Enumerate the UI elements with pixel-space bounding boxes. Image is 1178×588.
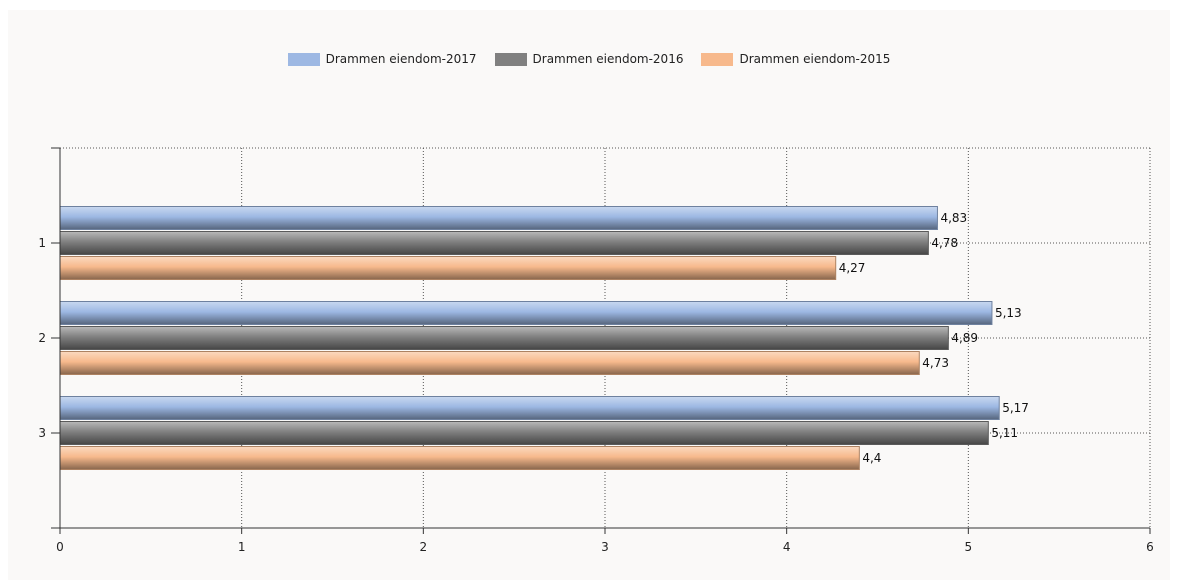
bars-group — [59, 206, 1000, 470]
bar-1-series-1 — [59, 231, 929, 255]
y-tick-label-1: 1 — [38, 236, 46, 250]
bar-1-series-2 — [59, 256, 837, 280]
bar-3-series-2 — [59, 446, 860, 470]
data-label-2-series-0: 5,13 — [995, 306, 1022, 320]
bar-3-series-0 — [59, 396, 1000, 420]
x-tick-label-3: 3 — [601, 540, 609, 554]
legend-swatch-2016 — [494, 52, 527, 66]
data-label-1-series-2: 4,27 — [839, 261, 866, 275]
data-label-2-series-2: 4,73 — [922, 356, 949, 370]
legend-swatch-2015 — [701, 52, 734, 66]
data-label-1-series-0: 4,83 — [940, 211, 967, 225]
legend-item-2017: Drammen eiendom-2017 — [287, 48, 477, 70]
data-label-1-series-1: 4,78 — [931, 236, 958, 250]
axes-group: 0 1 2 3 4 5 6 1 2 3 — [38, 147, 1154, 554]
data-label-3-series-2: 4,4 — [862, 451, 881, 465]
legend-swatch-2017 — [287, 52, 320, 66]
x-tick-label-1: 1 — [238, 540, 246, 554]
legend-item-2016: Drammen eiendom-2016 — [494, 48, 684, 70]
x-tick-label-0: 0 — [56, 540, 64, 554]
bar-2-series-1 — [59, 326, 949, 350]
data-label-3-series-1: 5,11 — [991, 426, 1018, 440]
x-tick-label-4: 4 — [783, 540, 791, 554]
legend-item-2015: Drammen eiendom-2015 — [701, 48, 890, 70]
x-tick-label-2: 2 — [420, 540, 428, 554]
data-label-2-series-1: 4,89 — [951, 331, 978, 345]
data-label-3-series-0: 5,17 — [1002, 401, 1029, 415]
y-tick-label-2: 2 — [38, 331, 46, 345]
x-tick-label-5: 5 — [965, 540, 973, 554]
chart-legend: Drammen eiendom-2017 Drammen eiendom-201… — [0, 48, 1178, 70]
bar-3-series-1 — [59, 421, 989, 445]
legend-label-2017: Drammen eiendom-2017 — [325, 52, 477, 66]
legend-label-2016: Drammen eiendom-2016 — [532, 52, 684, 66]
bar-2-series-2 — [59, 351, 920, 375]
data-labels-group: 4,83 4,78 4,27 5,13 4,894,73 5,17 5,11 4,4 — [839, 211, 1029, 465]
y-tick-label-3: 3 — [38, 426, 46, 440]
bar-1-series-0 — [59, 206, 938, 230]
x-tick-label-6: 6 — [1146, 540, 1154, 554]
bar-2-series-0 — [59, 301, 993, 325]
legend-label-2015: Drammen eiendom-2015 — [739, 52, 891, 66]
chart-panel — [8, 10, 1170, 580]
